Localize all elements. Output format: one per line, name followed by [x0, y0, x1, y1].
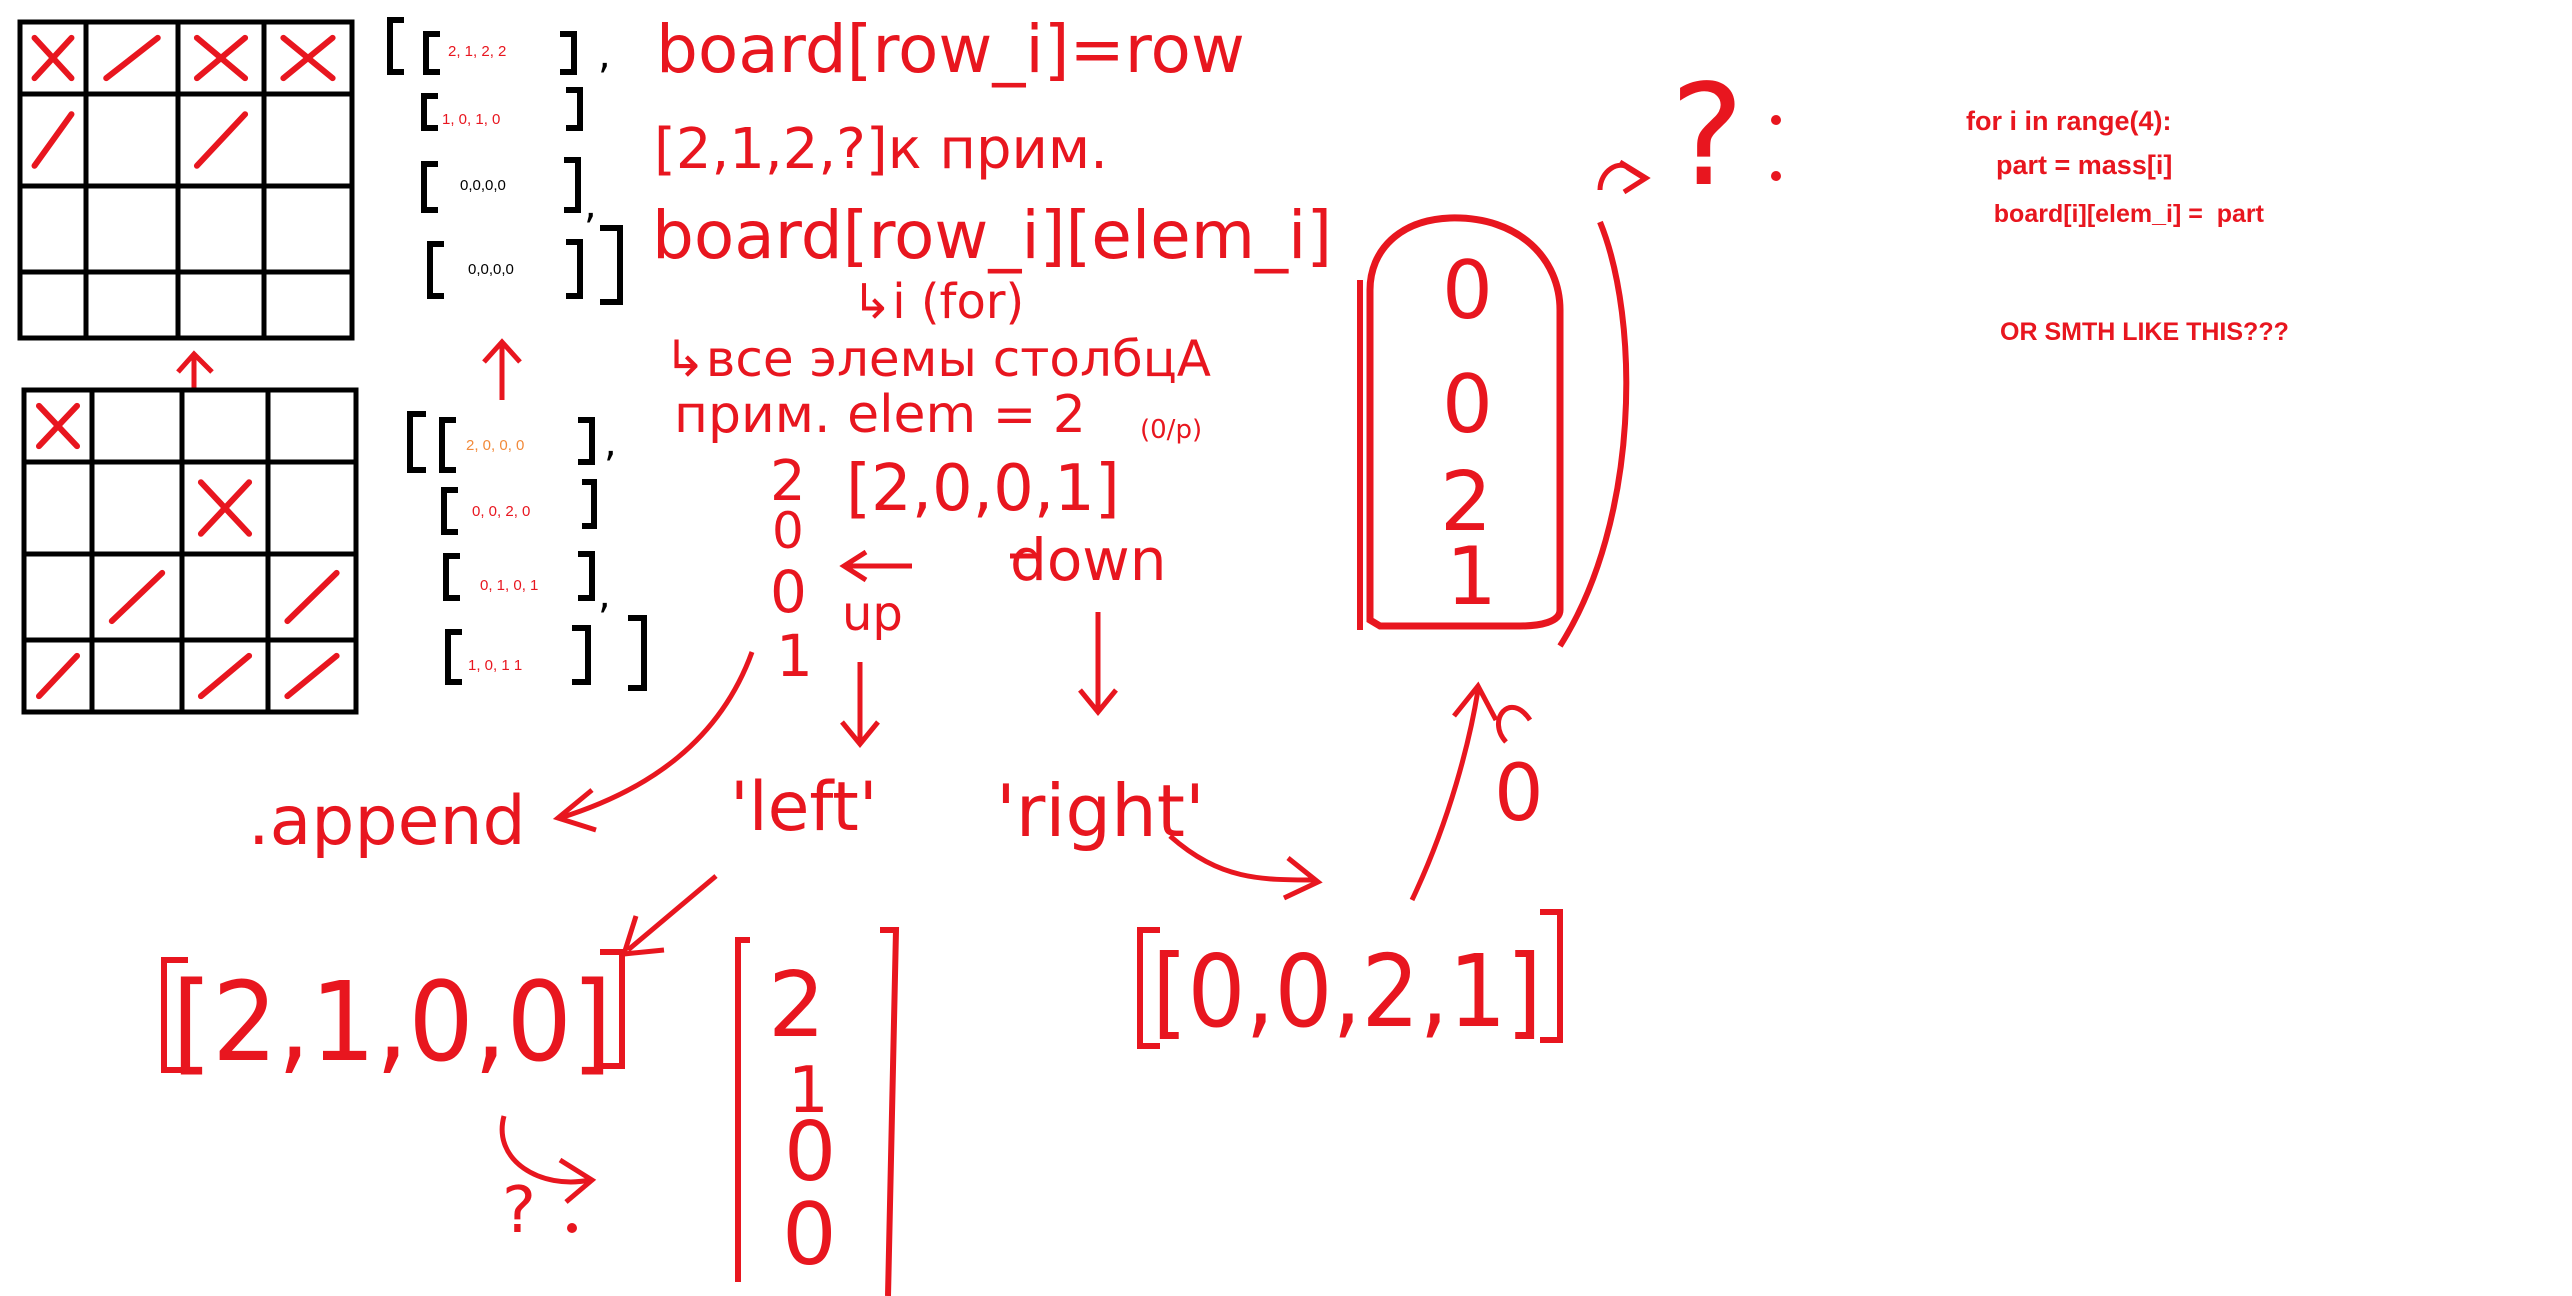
svg-text:0: 0: [1442, 358, 1493, 451]
grid-up-arrow: [176, 350, 214, 388]
top-matrix-commas: , ,: [584, 32, 611, 228]
note-example-elem: прим. elem = 2: [674, 385, 1086, 445]
top-matrix-values: 2, 1, 2, 2 1, 0, 1, 0 0,0,0,0 0,0,0,0: [442, 43, 514, 278]
small-question: ?: [499, 1115, 597, 1248]
bottom-grid-mark-2-1: [108, 569, 166, 625]
top-matrix-row-3: 0,0,0,0: [460, 177, 506, 194]
note-board-row: board[row_i]=row: [656, 11, 1245, 88]
svg-text:0: 0: [770, 558, 807, 626]
top-grid: [17, 19, 355, 341]
up-label: up: [842, 586, 903, 642]
small-question-mark: ?: [502, 1174, 536, 1248]
append-label: .append: [248, 782, 526, 861]
direction-labels: up down: [842, 526, 1167, 642]
note-i-for: ↳i (for): [852, 274, 1024, 330]
top-matrix-row-2: 1, 0, 1, 0: [442, 111, 500, 128]
svg-text:2: 2: [1440, 455, 1492, 550]
top-grid-mark-0-1: [103, 34, 161, 82]
bottom-matrix: [407, 411, 647, 691]
top-grid-mark-1-0: [31, 111, 75, 169]
bottom-matrix-row-3: 0, 1, 0, 1: [480, 577, 538, 594]
svg-text:0: 0: [1494, 749, 1544, 839]
svg-text:1: 1: [1446, 530, 1497, 623]
top-grid-mark-0-3: [280, 34, 336, 82]
note-elem-sub: (0/p): [1140, 415, 1202, 445]
left-column: 2 1 0 0: [735, 927, 900, 1296]
note-example-row: [2,1,2,?]к прим.: [654, 117, 1108, 182]
left-label: 'left': [730, 768, 878, 847]
direction-arrows: [552, 549, 1118, 833]
svg-text:2: 2: [768, 953, 825, 1058]
left-result: [2,1,0,0]: [161, 874, 718, 1086]
bottom-grid-marks: [35, 402, 340, 700]
svg-text:,: ,: [598, 572, 611, 618]
svg-text:1: 1: [776, 622, 813, 690]
down-label: down: [1010, 526, 1167, 594]
bottom-matrix-values: 2, 0, 0, 0 0, 0, 2, 0 0, 1, 0, 1 1, 0, 1…: [466, 437, 538, 674]
code-line-1: for i in range(4):: [1966, 106, 2172, 136]
big-question: ?: [1597, 55, 1781, 218]
column-digits: 2 0 0 1: [770, 449, 813, 690]
svg-text:0: 0: [782, 1185, 837, 1285]
left-result-values: [2,1,0,0]: [172, 958, 612, 1086]
svg-text:,: ,: [598, 32, 611, 78]
code-line-3: board[i][elem_i] = part: [1966, 200, 2264, 228]
top-grid-marks: [31, 34, 336, 169]
bottom-grid: [21, 387, 359, 715]
right-result-values: [0,0,2,1]: [1152, 933, 1542, 1050]
note-all-column-elems: ↳все элемы столбцА: [664, 330, 1211, 388]
svg-text:0: 0: [772, 502, 804, 560]
top-grid-mark-0-2: [193, 34, 249, 82]
top-matrix: [387, 17, 623, 305]
top-matrix-row-1: 2, 1, 2, 2: [448, 43, 506, 60]
big-question-mark: ?: [1670, 55, 1744, 218]
code-line-4: OR SMTH LIKE THIS???: [2000, 318, 2289, 346]
note-board-row-elem: board[row_i][elem_i]: [652, 197, 1332, 274]
bottom-matrix-row-1: 2, 0, 0, 0: [466, 437, 524, 454]
matrix-up-arrow: [482, 338, 522, 400]
capsule-column: 0 0 2 1: [1357, 214, 1630, 648]
right-result: [0,0,2,1]: [1137, 681, 1563, 1050]
bottom-grid-mark-3-0: [35, 652, 81, 700]
bottom-matrix-row-2: 0, 0, 2, 0: [472, 503, 530, 520]
top-grid-mark-1-2: [193, 111, 249, 169]
handwritten-notes: board[row_i]=row [2,1,2,?]к прим. board[…: [652, 11, 1332, 526]
bottom-grid-mark-0-0: [35, 402, 81, 450]
bottom-grid-mark-1-2: [197, 479, 253, 537]
svg-text:0: 0: [1442, 244, 1493, 337]
bottom-grid-mark-3-3: [284, 652, 340, 700]
bottom-grid-mark-3-2: [197, 652, 253, 700]
top-matrix-row-4: 0,0,0,0: [468, 261, 514, 278]
bottom-grid-mark-2-3: [284, 569, 340, 625]
top-grid-mark-0-0: [31, 34, 75, 82]
svg-text:,: ,: [604, 420, 617, 466]
column-list: [2,0,0,1]: [846, 452, 1120, 526]
svg-text:2: 2: [770, 449, 806, 514]
code-line-2: part = mass[i]: [1966, 150, 2173, 180]
bottom-matrix-row-4: 1, 0, 1 1: [468, 657, 522, 674]
svg-text:,: ,: [584, 182, 597, 228]
method-labels: .append 'left' 'right': [248, 768, 1205, 861]
svg-text:0: 0: [784, 1105, 836, 1200]
loop-symbol: 0: [1494, 704, 1544, 839]
svg-text:1: 1: [788, 1054, 829, 1128]
bottom-matrix-commas: , ,: [598, 420, 617, 618]
